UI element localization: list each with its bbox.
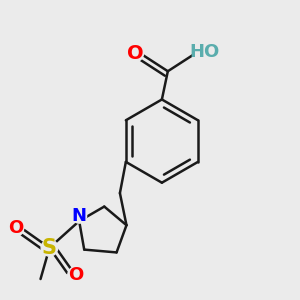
- Circle shape: [8, 221, 24, 236]
- Circle shape: [41, 239, 58, 256]
- Circle shape: [72, 208, 87, 223]
- Circle shape: [68, 267, 83, 282]
- Text: O: O: [8, 220, 23, 238]
- Text: O: O: [127, 44, 143, 63]
- Text: HO: HO: [190, 43, 220, 61]
- Circle shape: [127, 45, 143, 62]
- Text: S: S: [42, 238, 57, 258]
- Circle shape: [194, 40, 216, 63]
- Text: O: O: [68, 266, 83, 284]
- Text: N: N: [72, 207, 87, 225]
